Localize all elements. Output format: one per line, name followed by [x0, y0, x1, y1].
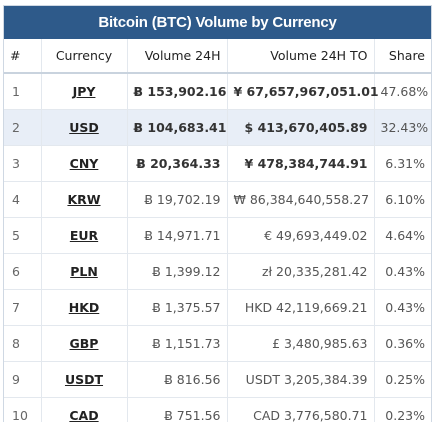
volume-cell: Ƀ 14,971.71: [127, 217, 228, 254]
currency-cell: EUR: [41, 217, 128, 254]
currency-cell: USDT: [41, 361, 128, 398]
header-volume-to: Volume 24H TO: [227, 39, 375, 74]
currency-cell: USD: [41, 109, 128, 146]
table-row: 8 GBP Ƀ 1,151.73 £ 3,480,985.63 0.36%: [4, 325, 431, 362]
row-index: 7: [4, 289, 42, 326]
volume-to-cell: ¥ 67,657,967,051.01: [227, 73, 379, 110]
table-row: 6 PLN Ƀ 1,399.12 zł 20,335,281.42 0.43%: [4, 253, 431, 290]
row-index: 1: [4, 73, 42, 110]
currency-link[interactable]: GBP: [69, 336, 99, 351]
header-index: #: [4, 39, 42, 74]
table-row: 7 HKD Ƀ 1,375.57 HKD 42,119,669.21 0.43%: [4, 289, 431, 326]
header-share: Share: [374, 39, 431, 74]
currency-cell: KRW: [41, 181, 128, 218]
volume-cell: Ƀ 20,364.33: [127, 145, 228, 182]
volume-to-cell: HKD 42,119,669.21: [227, 289, 375, 326]
currency-link[interactable]: JPY: [72, 84, 96, 99]
currency-link[interactable]: EUR: [69, 228, 99, 243]
row-index: 3: [4, 145, 42, 182]
currency-cell: CNY: [41, 145, 128, 182]
volume-cell: Ƀ 153,902.16: [127, 73, 228, 110]
panel-title: Bitcoin (BTC) Volume by Currency: [4, 6, 431, 39]
volume-cell: Ƀ 104,683.41: [127, 109, 228, 146]
table-row: 2 USD Ƀ 104,683.41 $ 413,670,405.89 32.43%: [4, 109, 431, 146]
currency-cell: JPY: [41, 73, 128, 110]
table-row: 3 CNY Ƀ 20,364.33 ¥ 478,384,744.91 6.31%: [4, 145, 431, 182]
share-cell: 0.36%: [374, 325, 431, 362]
volume-table: # Currency Volume 24H Volume 24H TO Shar…: [4, 39, 431, 422]
table-row: 5 EUR Ƀ 14,971.71 € 49,693,449.02 4.64%: [4, 217, 431, 254]
currency-link[interactable]: CNY: [69, 156, 99, 171]
volume-to-cell: £ 3,480,985.63: [227, 325, 375, 362]
volume-cell: Ƀ 751.56: [127, 397, 228, 422]
volume-to-cell: ¥ 478,384,744.91: [227, 145, 375, 182]
share-cell: 0.25%: [374, 361, 431, 398]
row-index: 9: [4, 361, 42, 398]
currency-link[interactable]: USD: [69, 120, 99, 135]
row-index: 4: [4, 181, 42, 218]
share-cell: 0.43%: [374, 289, 431, 326]
header-currency: Currency: [41, 39, 128, 74]
volume-cell: Ƀ 816.56: [127, 361, 228, 398]
currency-cell: PLN: [41, 253, 128, 290]
currency-cell: GBP: [41, 325, 128, 362]
row-index: 6: [4, 253, 42, 290]
volume-cell: Ƀ 19,702.19: [127, 181, 228, 218]
share-cell: 6.31%: [374, 145, 431, 182]
row-index: 8: [4, 325, 42, 362]
currency-link[interactable]: KRW: [67, 192, 101, 207]
share-cell: 4.64%: [374, 217, 431, 254]
volume-cell: Ƀ 1,375.57: [127, 289, 228, 326]
share-cell: 32.43%: [374, 109, 431, 146]
row-index: 10: [4, 397, 42, 422]
volume-to-cell: $ 413,670,405.89: [227, 109, 375, 146]
table-row: 10 CAD Ƀ 751.56 CAD 3,776,580.71 0.23%: [4, 397, 431, 422]
header-volume: Volume 24H: [127, 39, 228, 74]
volume-to-cell: USDT 3,205,384.39: [227, 361, 375, 398]
share-cell: 6.10%: [374, 181, 431, 218]
currency-link[interactable]: PLN: [70, 264, 98, 279]
volume-cell: Ƀ 1,151.73: [127, 325, 228, 362]
volume-cell: Ƀ 1,399.12: [127, 253, 228, 290]
currency-cell: HKD: [41, 289, 128, 326]
table-header-row: # Currency Volume 24H Volume 24H TO Shar…: [4, 39, 431, 74]
row-index: 2: [4, 109, 42, 146]
share-cell: 0.43%: [374, 253, 431, 290]
volume-by-currency-panel: Bitcoin (BTC) Volume by Currency # Curre…: [3, 5, 432, 422]
volume-to-cell: ₩ 86,384,640,558.27: [227, 181, 375, 218]
volume-to-cell: € 49,693,449.02: [227, 217, 375, 254]
currency-cell: CAD: [41, 397, 128, 422]
currency-link[interactable]: USDT: [64, 372, 104, 387]
table-row: 1 JPY Ƀ 153,902.16 ¥ 67,657,967,051.01 47.68…: [4, 73, 431, 110]
share-cell: 47.68%: [374, 73, 431, 110]
share-cell: 0.23%: [374, 397, 431, 422]
volume-to-cell: CAD 3,776,580.71: [227, 397, 375, 422]
currency-link[interactable]: CAD: [69, 408, 99, 422]
row-index: 5: [4, 217, 42, 254]
table-row: 9 USDT Ƀ 816.56 USDT 3,205,384.39 0.25%: [4, 361, 431, 398]
table-row: 4 KRW Ƀ 19,702.19 ₩ 86,384,640,558.27 6.10%: [4, 181, 431, 218]
currency-link[interactable]: HKD: [68, 300, 100, 315]
volume-to-cell: zł 20,335,281.42: [227, 253, 375, 290]
